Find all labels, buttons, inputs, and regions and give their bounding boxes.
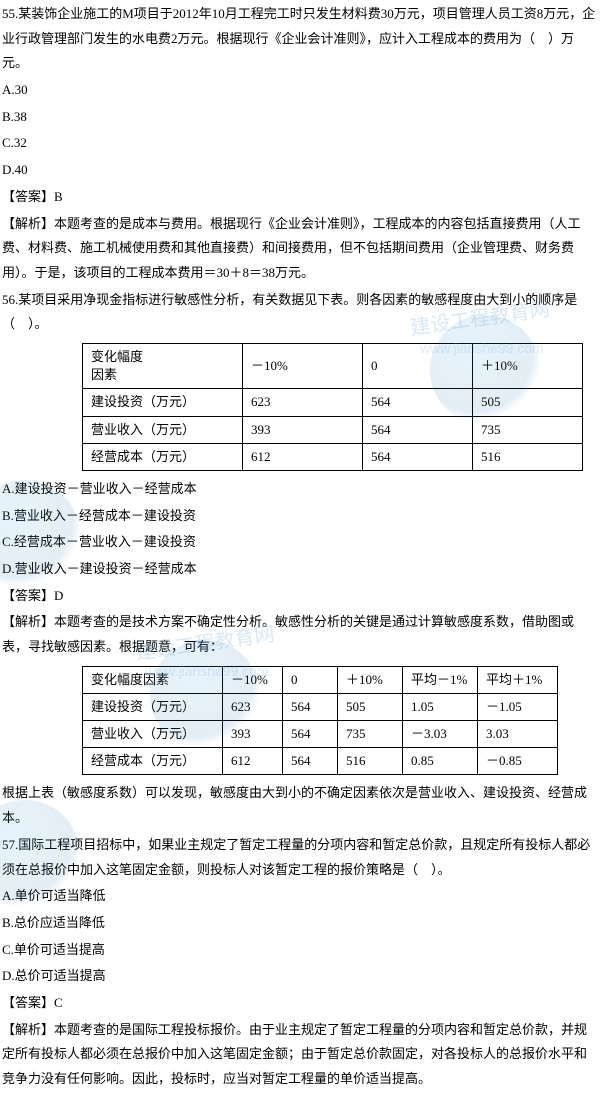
q55-option-b: B.38 <box>2 105 598 130</box>
table-cell: 0.85 <box>403 748 478 775</box>
table-cell: 平均＋1% <box>478 666 558 693</box>
table-cell: 393 <box>243 416 363 443</box>
table-cell: 516 <box>338 748 403 775</box>
q57-option-c: C.单价可适当提高 <box>2 938 598 963</box>
table-cell: 564 <box>283 748 338 775</box>
table-cell: 564 <box>363 389 473 416</box>
table-cell: 505 <box>338 693 403 720</box>
table-row: 建设投资（万元） 623 564 505 1.05 －1.05 <box>83 693 558 720</box>
table-row: 建设投资（万元） 623 564 505 <box>83 389 583 416</box>
table-cell: 3.03 <box>478 721 558 748</box>
table-cell: 变化幅度 因素 <box>83 343 243 388</box>
table-row: 经营成本（万元） 612 564 516 0.85 －0.85 <box>83 748 558 775</box>
table-cell: 1.05 <box>403 693 478 720</box>
table-cell: －3.03 <box>403 721 478 748</box>
q55-stem: 55.某装饰企业施工的M项目于2012年10月工程完工时只发生材料费30万元，项… <box>2 2 598 76</box>
table-cell: 564 <box>363 416 473 443</box>
table-cell: 平均－1% <box>403 666 478 693</box>
table-cell: 612 <box>243 443 363 470</box>
q57-stem: 57.国际工程项目招标中，如果业主规定了暂定工程量的分项内容和暂定总价款，且规定… <box>2 833 598 882</box>
table-cell: 营业收入（万元） <box>83 721 223 748</box>
table-row: 经营成本（万元） 612 564 516 <box>83 443 583 470</box>
watermark-url: www.jianshe99.com <box>145 658 269 685</box>
table-cell: 经营成本（万元） <box>83 443 243 470</box>
table-cell: 505 <box>473 389 583 416</box>
table-cell: －10% <box>243 343 363 388</box>
q56-option-c: C.经营成本－营业收入－建设投资 <box>2 530 598 555</box>
table-cell: 经营成本（万元） <box>83 748 223 775</box>
q57-explain: 【解析】本题考查的是国际工程投标报价。由于业主规定了暂定工程量的分项内容和暂定总… <box>2 1018 598 1092</box>
q55-option-c: C.32 <box>2 131 598 156</box>
q56-explain1: 【解析】本题考查的是技术方案不确定性分析。敏感性分析的关键是通过计算敏感度系数，… <box>2 610 598 659</box>
table-cell: 564 <box>363 443 473 470</box>
table-cell: 564 <box>283 721 338 748</box>
table-cell: 393 <box>223 721 283 748</box>
table-cell: ＋10% <box>338 666 403 693</box>
watermark-url: www.jianshe99.com <box>420 335 544 362</box>
q56-option-b: B.营业收入－经营成本－建设投资 <box>2 504 598 529</box>
table-cell: －1.05 <box>478 693 558 720</box>
q55-answer: 【答案】B <box>2 185 598 210</box>
table-cell: 623 <box>223 693 283 720</box>
table-cell: 建设投资（万元） <box>83 693 223 720</box>
table-cell: 735 <box>473 416 583 443</box>
table-cell: 623 <box>243 389 363 416</box>
table-cell: 564 <box>283 693 338 720</box>
table-cell: 612 <box>223 748 283 775</box>
q56-answer: 【答案】D <box>2 584 598 609</box>
q56-explain2: 根据上表（敏感度系数）可以发现，敏感度由大到小的不确定因素依次是营业收入、建设投… <box>2 781 598 830</box>
table-cell: 0 <box>283 666 338 693</box>
table-row: 营业收入（万元） 393 564 735 <box>83 416 583 443</box>
q57-option-a: A.单价可适当降低 <box>2 884 598 909</box>
table-row: 营业收入（万元） 393 564 735 －3.03 3.03 <box>83 721 558 748</box>
table-cell: 营业收入（万元） <box>83 416 243 443</box>
q57-answer: 【答案】C <box>2 991 598 1016</box>
q55-option-d: D.40 <box>2 158 598 183</box>
table-cell: －0.85 <box>478 748 558 775</box>
table-cell: 735 <box>338 721 403 748</box>
q57-option-b: B.总价应适当降低 <box>2 911 598 936</box>
table-cell: 516 <box>473 443 583 470</box>
q56-table1: 变化幅度 因素 －10% 0 ＋10% 建设投资（万元） 623 564 505… <box>82 343 583 471</box>
q57-option-d: D.总价可适当提高 <box>2 964 598 989</box>
q55-option-a: A.30 <box>2 78 598 103</box>
q55-explain: 【解析】本题考查的是成本与费用。根据现行《企业会计准则》，工程成本的内容包括直接… <box>2 212 598 286</box>
q56-option-a: A.建设投资－营业收入－经营成本 <box>2 477 598 502</box>
table-cell: 建设投资（万元） <box>83 389 243 416</box>
q56-option-d: D.营业收入－建设投资－经营成本 <box>2 557 598 582</box>
